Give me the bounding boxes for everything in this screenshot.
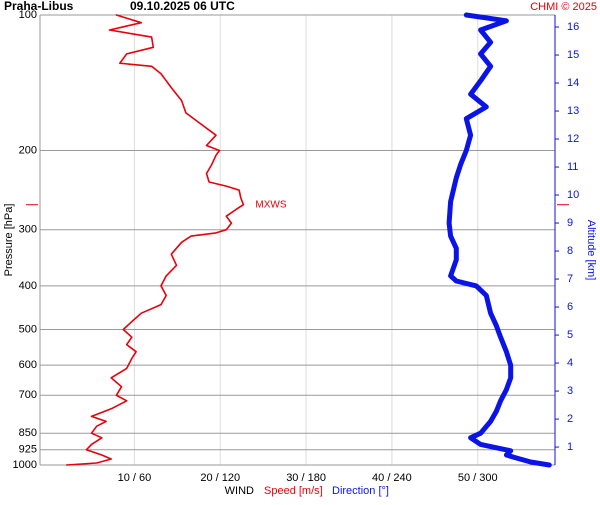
- y2-tick-label: 3: [567, 385, 573, 397]
- x-axis-label-direction: Direction [°]: [332, 485, 389, 497]
- y2-tick-label: 2: [567, 413, 573, 425]
- y2-tick-label: 11: [567, 161, 578, 173]
- y-tick-label: 850: [19, 427, 37, 439]
- x-axis-label: WIND: [225, 485, 254, 497]
- y2-tick-label: 6: [567, 301, 573, 313]
- credit: CHMI © 2025: [530, 1, 597, 13]
- y2-tick-label: 10: [567, 189, 579, 201]
- y-tick-label: 600: [19, 359, 37, 371]
- y-tick-label: 925: [19, 444, 37, 456]
- y2-tick-label: 14: [567, 77, 579, 89]
- x-tick-label: 10 / 60: [118, 472, 152, 484]
- x-tick-label: 30 / 180: [286, 472, 326, 484]
- y2-tick-label: 13: [567, 105, 579, 117]
- y2-tick-label: 9: [567, 217, 573, 229]
- y-tick-label: 300: [19, 224, 37, 236]
- y-tick-label: 400: [19, 280, 37, 292]
- y-tick-label: 100: [19, 9, 37, 21]
- y-tick-label: 1000: [13, 459, 37, 471]
- x-axis-label-speed: Speed [m/s]: [264, 485, 323, 497]
- profile-line: [65, 14, 245, 466]
- x-tick-label: 40 / 240: [372, 472, 412, 484]
- y-tick-label: 700: [19, 389, 37, 401]
- y2-tick-label: 7: [567, 273, 573, 285]
- y2-tick-label: 15: [567, 49, 579, 61]
- y2-tick-label: 1: [567, 441, 573, 453]
- annotation: MXWS: [255, 199, 286, 210]
- profile-line: [446, 12, 552, 468]
- y2-tick-label: 4: [567, 357, 573, 369]
- x-tick-label: 20 / 120: [200, 472, 240, 484]
- chart-title: Praha-Libus: [4, 0, 74, 13]
- y2-tick-label: 5: [567, 329, 573, 341]
- y2-axis-label: Altitude [km]: [585, 220, 597, 281]
- x-tick-label: 50 / 300: [458, 472, 498, 484]
- y2-tick-label: 8: [567, 245, 573, 257]
- y2-tick-label: 16: [567, 21, 579, 33]
- y-tick-label: 200: [19, 144, 37, 156]
- y-axis-label: Pressure [hPa]: [3, 204, 15, 277]
- y-tick-label: 500: [19, 323, 37, 335]
- chart-subtitle: 09.10.2025 06 UTC: [130, 0, 235, 13]
- y2-tick-label: 12: [567, 133, 579, 145]
